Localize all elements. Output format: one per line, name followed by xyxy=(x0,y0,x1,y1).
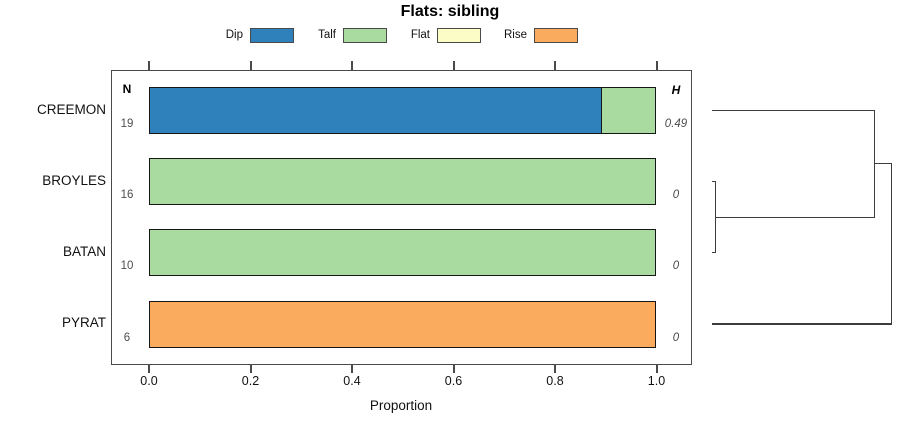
legend-label: Rise xyxy=(503,29,527,41)
category-label: BATAN xyxy=(62,243,106,259)
dendrogram-line xyxy=(715,216,876,218)
axis-tick xyxy=(148,364,150,373)
legend-label: Flat xyxy=(410,29,430,41)
category-label: CREEMON xyxy=(36,101,106,117)
x-axis-label: Proportion xyxy=(369,398,433,413)
axis-tick xyxy=(249,61,252,70)
axis-tick xyxy=(351,364,353,373)
bar xyxy=(149,229,656,277)
axis-tick xyxy=(452,364,455,373)
legend-label: Dip xyxy=(225,29,243,41)
legend-swatch xyxy=(534,27,578,43)
axis-tick xyxy=(655,364,658,373)
legend-item: Talf xyxy=(268,26,387,44)
dendrogram-line xyxy=(712,109,876,112)
plot-area xyxy=(111,70,692,365)
h-value: 0 xyxy=(672,331,680,344)
bar xyxy=(149,87,656,134)
h-value: 0 xyxy=(672,260,680,273)
legend-label: Talf xyxy=(318,29,336,41)
dendrogram-line xyxy=(712,323,893,325)
axis-tick xyxy=(351,61,353,70)
axis-tick xyxy=(249,364,252,373)
axis-tick-label: 0.0 xyxy=(140,374,158,388)
n-column-header: N xyxy=(122,82,132,96)
bar-segment-talf xyxy=(600,88,655,133)
axis-tick-label: 0.2 xyxy=(241,374,260,388)
dendrogram-line xyxy=(712,181,717,183)
bar-segment-rise xyxy=(150,301,655,347)
axis-tick-label: 0.6 xyxy=(444,374,463,388)
bar-segment-talf xyxy=(150,230,655,276)
h-value: 0 xyxy=(672,189,680,202)
n-value: 10 xyxy=(120,260,134,273)
n-value: 16 xyxy=(120,189,134,202)
axis-tick xyxy=(452,61,455,70)
axis-tick xyxy=(554,364,556,373)
category-label: BROYLES xyxy=(42,172,106,188)
legend-item: Rise xyxy=(459,26,578,44)
axis-tick-label: 0.4 xyxy=(343,374,361,388)
chart-title: Flats: sibling xyxy=(400,3,500,20)
legend-item: Flat xyxy=(362,26,481,44)
axis-tick-label: 1.0 xyxy=(647,374,666,388)
bar-segment-talf xyxy=(150,159,655,205)
axis-tick xyxy=(655,61,658,70)
bar xyxy=(149,300,656,348)
dendrogram-line xyxy=(891,163,893,325)
n-value: 19 xyxy=(120,118,134,130)
axis-tick-label: 0.8 xyxy=(546,374,564,388)
bar xyxy=(149,158,656,206)
n-value: 6 xyxy=(123,331,131,344)
legend-item: Dip xyxy=(175,26,294,44)
legend-swatch xyxy=(437,27,481,43)
legend-swatch xyxy=(343,27,387,43)
h-value: 0.49 xyxy=(664,118,688,130)
bar-segment-dip xyxy=(150,88,601,133)
axis-tick xyxy=(554,61,556,70)
dendrogram-line xyxy=(873,163,893,165)
legend-swatch xyxy=(250,27,294,43)
h-column-header: H xyxy=(671,83,681,97)
axis-tick xyxy=(148,61,150,70)
dendrogram-line xyxy=(712,252,717,254)
category-label: PYRAT xyxy=(61,315,106,330)
